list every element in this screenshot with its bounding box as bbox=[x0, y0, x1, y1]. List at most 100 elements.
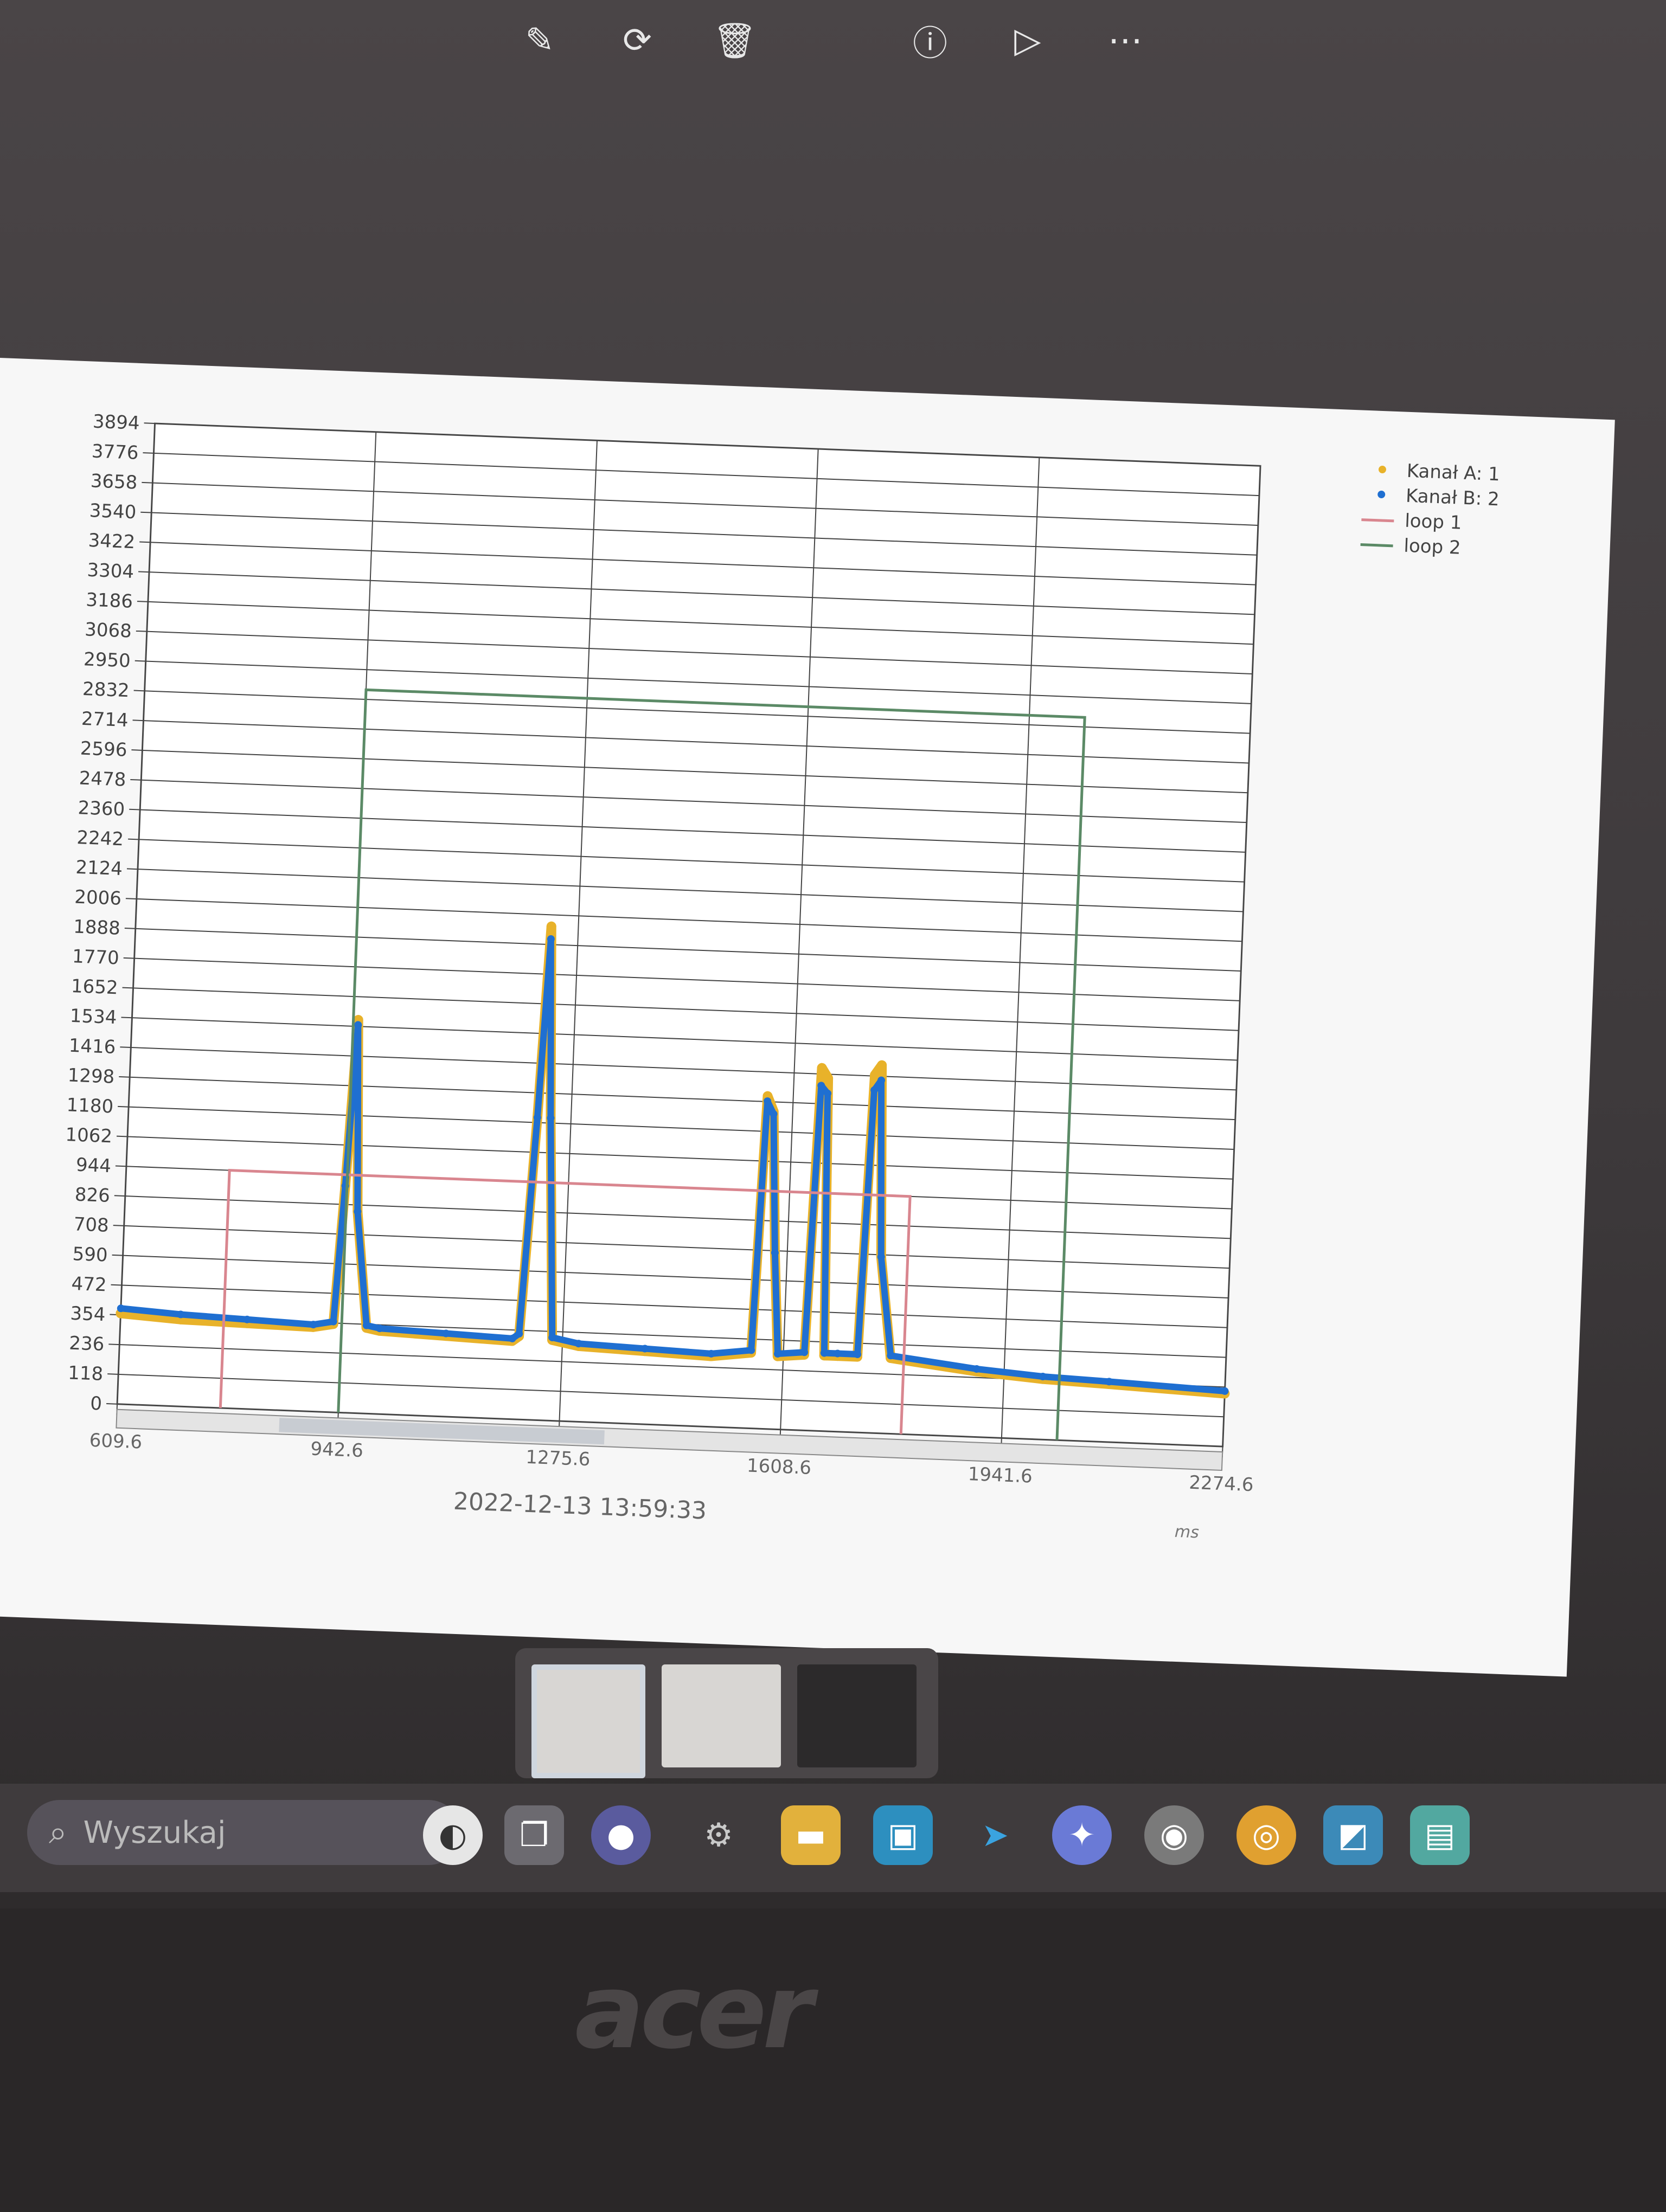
y-tick-label: 3658 bbox=[90, 470, 138, 493]
y-tick-label: 1770 bbox=[72, 946, 119, 969]
timestamp-label: 2022-12-13 13:59:33 bbox=[453, 1488, 707, 1525]
search-icon: ⌕ bbox=[49, 1814, 67, 1851]
y-gridline bbox=[125, 898, 1242, 942]
x-tick-label: 1275.6 bbox=[526, 1446, 591, 1471]
x-gridline bbox=[1001, 457, 1040, 1449]
data-point bbox=[548, 1334, 556, 1342]
data-point bbox=[376, 1324, 384, 1333]
widgets-icon[interactable]: ◐ bbox=[423, 1805, 483, 1865]
y-tick-label: 3422 bbox=[88, 530, 136, 553]
x-gridline bbox=[558, 440, 598, 1432]
slideshow-icon[interactable]: ▷ bbox=[1014, 21, 1041, 61]
data-point bbox=[641, 1345, 649, 1353]
y-gridline bbox=[119, 1076, 1235, 1121]
file-explorer-icon[interactable]: ▬ bbox=[781, 1805, 841, 1865]
store-icon[interactable]: ▣ bbox=[873, 1805, 933, 1865]
y-tick-label: 472 bbox=[71, 1273, 107, 1296]
data-point bbox=[546, 921, 556, 931]
data-point bbox=[354, 1207, 362, 1216]
y-gridline bbox=[138, 571, 1255, 615]
data-point bbox=[1221, 1387, 1229, 1395]
messenger-icon[interactable]: ✦ bbox=[1052, 1805, 1112, 1865]
screen: ✎ ⟳ 🗑 ⓘ ▷ ⋯ 0 118 236 354 472 590 708 826 944 106… bbox=[0, 0, 1666, 1908]
x-gridline bbox=[1221, 466, 1261, 1458]
data-point bbox=[972, 1365, 981, 1373]
data-point bbox=[574, 1340, 582, 1348]
photos-icon[interactable]: ◩ bbox=[1323, 1805, 1383, 1865]
data-point bbox=[177, 1310, 185, 1319]
y-gridline bbox=[136, 630, 1253, 675]
y-tick-label: 2714 bbox=[81, 708, 129, 731]
y-gridline bbox=[139, 541, 1256, 586]
y-tick-label: 0 bbox=[90, 1393, 102, 1415]
y-tick-label: 3540 bbox=[89, 500, 137, 523]
data-point bbox=[774, 1349, 782, 1358]
series-line-3 bbox=[219, 1168, 912, 1435]
settings-icon[interactable]: ⚙ bbox=[704, 1816, 733, 1854]
y-gridline bbox=[134, 660, 1252, 704]
data-point bbox=[1039, 1372, 1047, 1380]
search-placeholder: Wyszukaj bbox=[83, 1815, 226, 1850]
photo-viewer-toolbar: ✎ ⟳ 🗑 ⓘ ▷ ⋯ bbox=[510, 0, 1193, 108]
data-point bbox=[887, 1352, 895, 1360]
taskbar-search[interactable]: ⌕ Wyszukaj bbox=[27, 1800, 461, 1865]
app2-icon[interactable]: ▤ bbox=[1410, 1805, 1470, 1865]
app-icon[interactable]: ◉ bbox=[1144, 1805, 1204, 1865]
y-gridline bbox=[106, 1403, 1223, 1448]
x-axis-unit: ms bbox=[1174, 1522, 1199, 1542]
data-point bbox=[854, 1350, 862, 1358]
data-point bbox=[834, 1349, 842, 1358]
edit-icon[interactable]: ✎ bbox=[525, 21, 554, 61]
y-gridline bbox=[132, 719, 1250, 764]
y-gridline bbox=[128, 838, 1245, 883]
y-tick-label: 2478 bbox=[79, 767, 126, 790]
y-tick-label: 1652 bbox=[71, 975, 118, 999]
data-point bbox=[329, 1317, 337, 1326]
y-tick-label: 2124 bbox=[75, 857, 123, 880]
data-point bbox=[817, 1082, 825, 1090]
x-tick-label: 609.6 bbox=[89, 1430, 143, 1454]
task-view-icon[interactable]: ❐ bbox=[504, 1805, 564, 1865]
rotate-icon[interactable]: ⟳ bbox=[623, 21, 652, 61]
y-tick-label: 354 bbox=[70, 1303, 106, 1326]
data-point bbox=[824, 1089, 832, 1097]
data-point bbox=[877, 1253, 885, 1261]
thumbnail-1[interactable] bbox=[531, 1664, 645, 1778]
y-tick-label: 3776 bbox=[91, 440, 139, 464]
y-gridline bbox=[130, 779, 1247, 824]
data-point bbox=[747, 1346, 755, 1354]
more-icon[interactable]: ⋯ bbox=[1108, 21, 1143, 61]
y-tick-label: 944 bbox=[75, 1154, 111, 1177]
x-tick-label: 2274.6 bbox=[1189, 1472, 1254, 1496]
telegram-icon[interactable]: ➤ bbox=[981, 1816, 1009, 1854]
y-gridline bbox=[129, 808, 1246, 853]
y-tick-label: 590 bbox=[72, 1243, 108, 1266]
data-point bbox=[117, 1304, 125, 1313]
y-tick-label: 1062 bbox=[65, 1124, 113, 1147]
series-line-4 bbox=[337, 688, 1086, 1441]
y-tick-label: 826 bbox=[74, 1184, 110, 1207]
thumbnail-strip bbox=[515, 1648, 938, 1778]
x-tick-label: 1941.6 bbox=[967, 1463, 1033, 1488]
y-gridline bbox=[107, 1373, 1224, 1418]
y-gridline bbox=[137, 601, 1254, 645]
y-gridline bbox=[113, 1225, 1230, 1269]
y-tick-label: 1416 bbox=[68, 1035, 116, 1058]
legend-swatch bbox=[1377, 490, 1386, 498]
y-gridline bbox=[126, 868, 1244, 912]
thumbnail-3[interactable] bbox=[797, 1664, 917, 1767]
data-point bbox=[1105, 1378, 1113, 1386]
data-point bbox=[533, 1114, 541, 1122]
legend-swatch bbox=[1378, 466, 1386, 474]
y-gridline bbox=[143, 452, 1259, 497]
chat-icon[interactable]: ● bbox=[591, 1805, 651, 1865]
legend-swatch bbox=[1361, 518, 1394, 523]
x-scrollbar-thumb bbox=[279, 1418, 605, 1445]
delete-icon[interactable]: 🗑 bbox=[713, 21, 757, 61]
y-tick-label: 118 bbox=[68, 1362, 104, 1385]
chrome-icon[interactable]: ◎ bbox=[1236, 1805, 1296, 1865]
data-point bbox=[442, 1329, 450, 1338]
thumbnail-2[interactable] bbox=[662, 1664, 781, 1767]
info-icon[interactable]: ⓘ bbox=[913, 24, 947, 64]
y-gridline bbox=[123, 957, 1240, 1001]
